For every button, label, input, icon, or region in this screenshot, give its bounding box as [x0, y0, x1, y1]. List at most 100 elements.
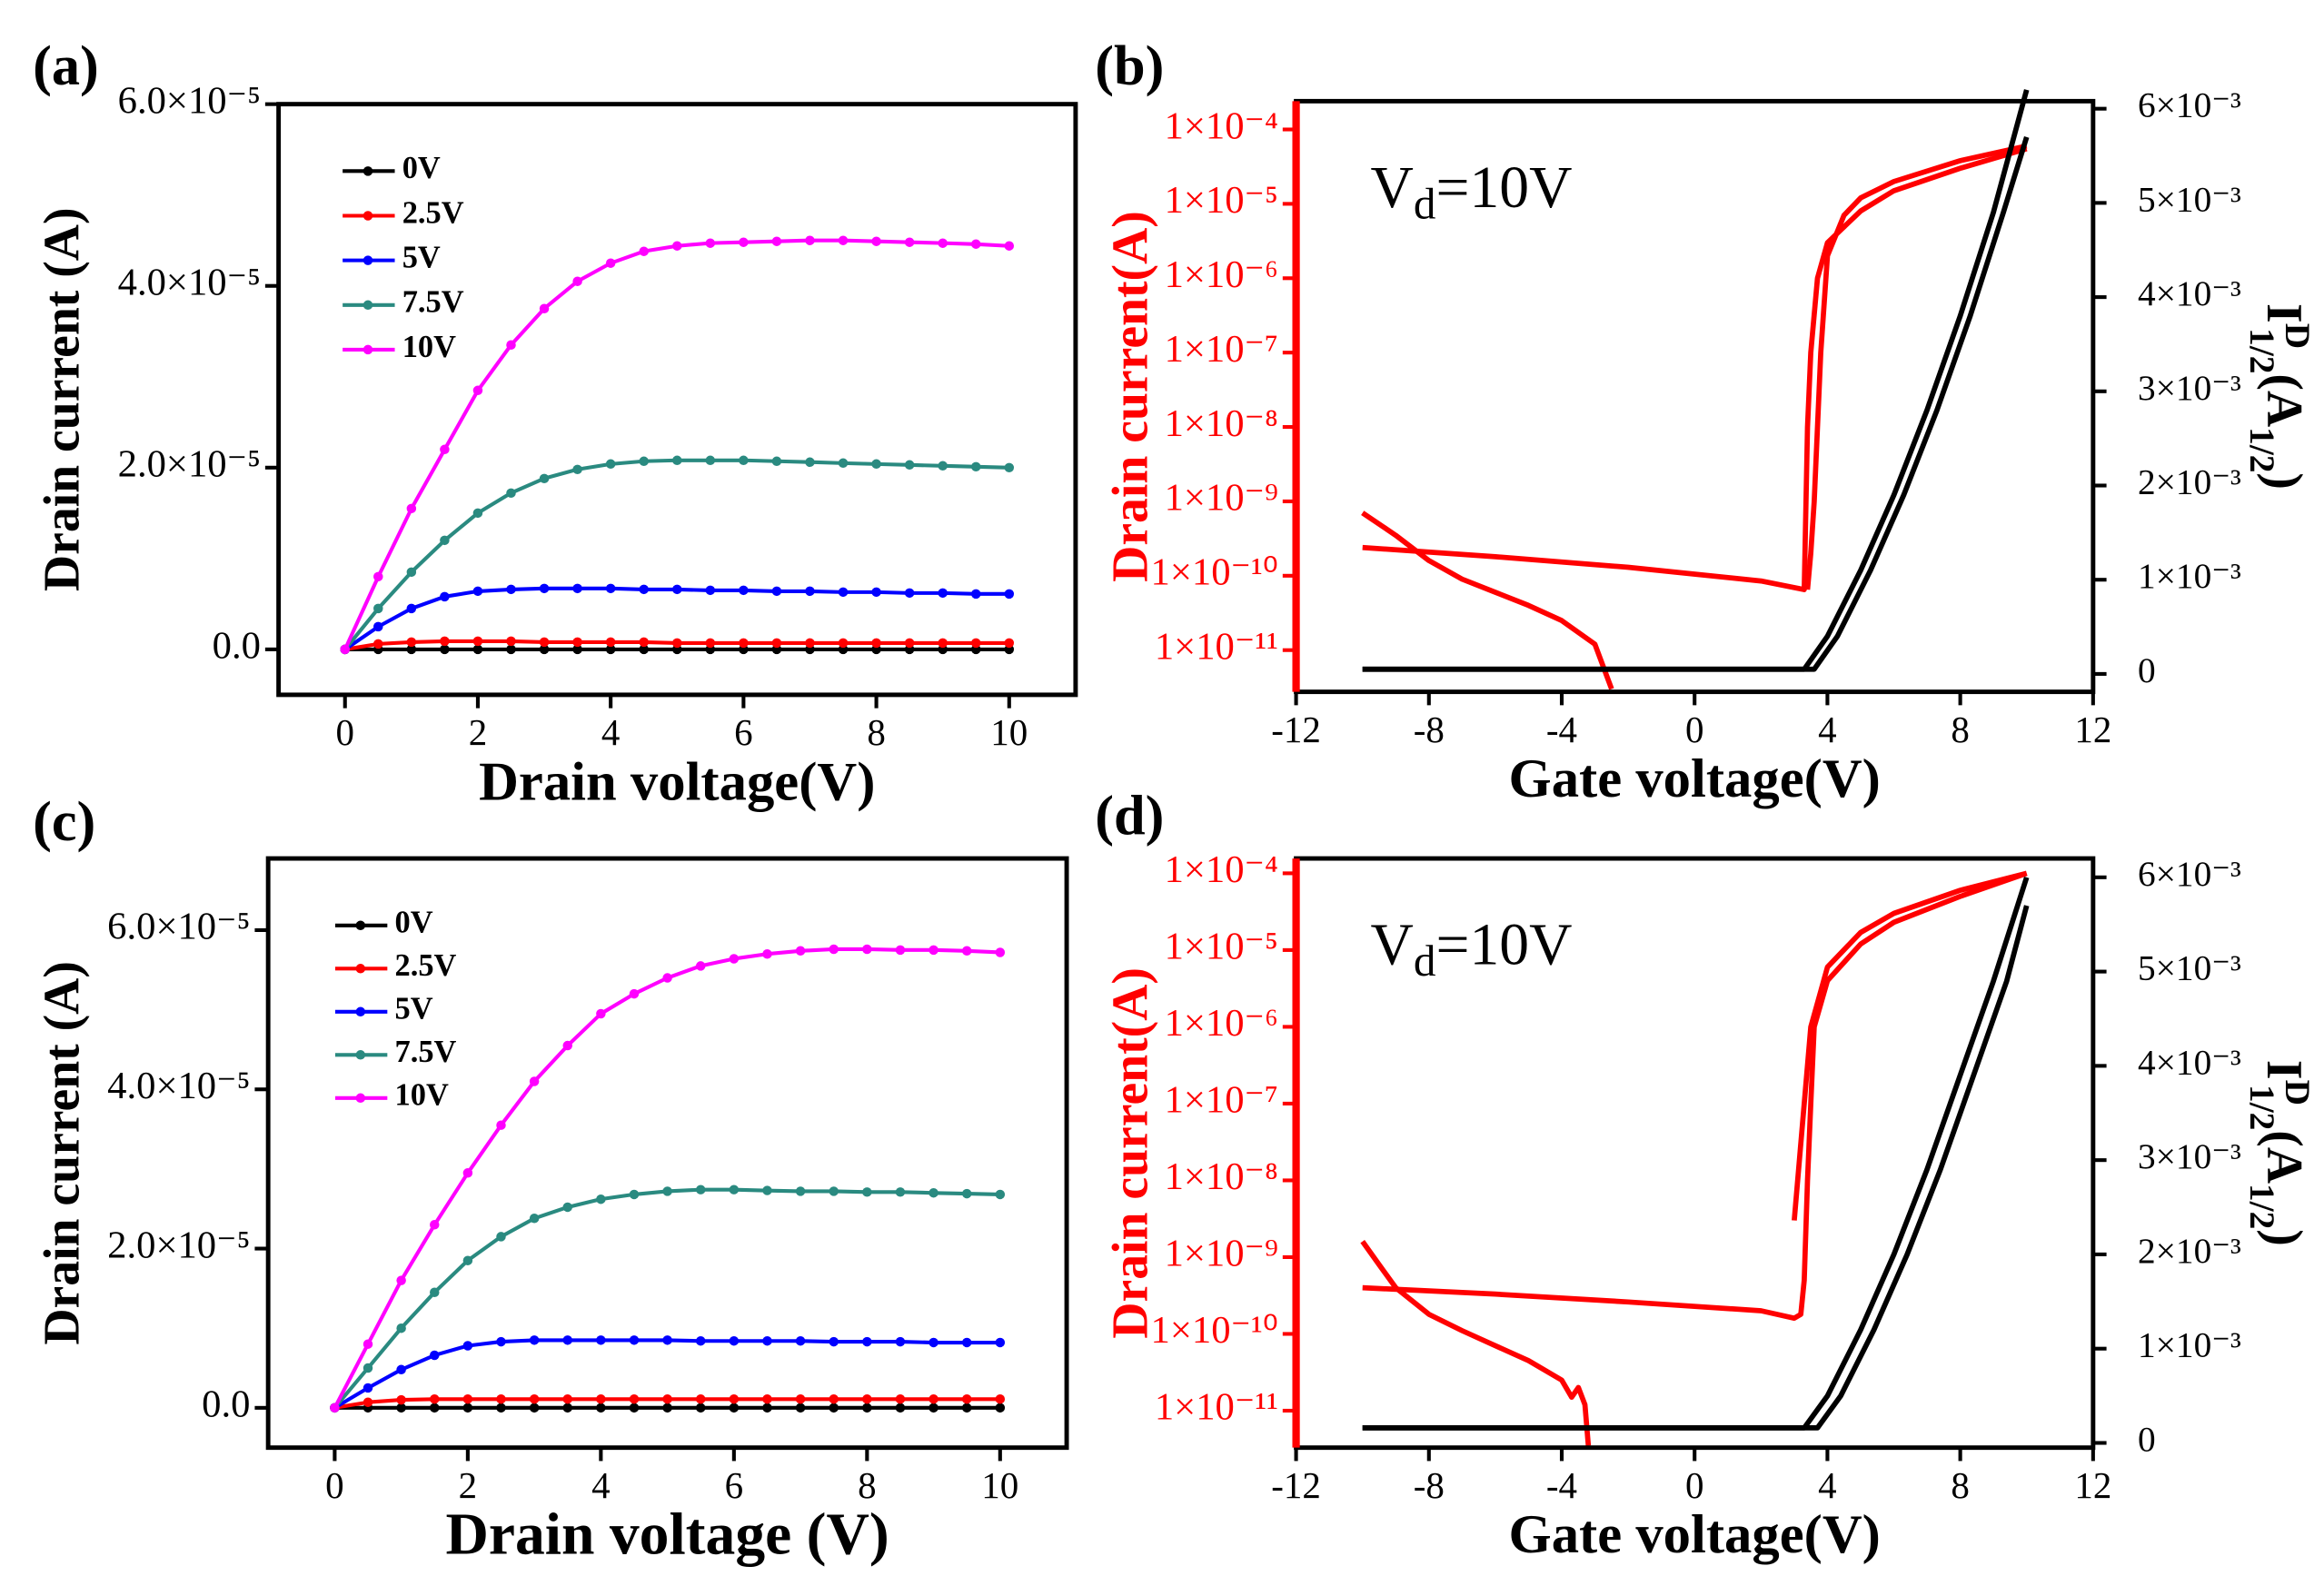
point — [838, 587, 849, 598]
point — [771, 638, 782, 649]
plot-frame — [265, 856, 1069, 1451]
point — [695, 1393, 706, 1404]
y-tick-label: 1×10⁻⁴ — [1165, 848, 1278, 891]
y2-tick-label: 2×10⁻³ — [2138, 462, 2241, 502]
point — [695, 961, 706, 971]
point — [572, 464, 582, 475]
point — [1004, 462, 1015, 473]
x-tick-label: 6 — [734, 711, 752, 753]
point — [605, 459, 616, 470]
x-tick-label: 8 — [1951, 1464, 1969, 1506]
point — [829, 1403, 839, 1413]
point — [672, 455, 682, 466]
series-line — [1362, 146, 2028, 592]
point — [562, 1202, 572, 1213]
point — [895, 1336, 906, 1347]
point — [838, 458, 849, 469]
point — [805, 457, 815, 468]
point — [904, 588, 915, 599]
y2-axis-label: ID1/2(A1/2) — [2242, 1060, 2318, 1246]
point — [472, 508, 483, 519]
point — [705, 638, 716, 649]
point — [340, 644, 350, 655]
legend-marker — [355, 920, 366, 931]
point — [871, 459, 881, 470]
point — [895, 1403, 906, 1413]
series-line — [1362, 870, 2028, 1322]
x-tick-label: 10 — [981, 1464, 1018, 1506]
point — [729, 954, 740, 964]
series-line — [1362, 905, 2030, 1431]
legend-label: 0V — [402, 151, 441, 185]
point — [795, 946, 806, 956]
y-tick-label: 1×10⁻⁸ — [1165, 1155, 1278, 1198]
point — [929, 1403, 939, 1413]
annotation-part: d — [1414, 936, 1436, 986]
legend-marker — [363, 211, 373, 221]
point — [639, 246, 649, 256]
point — [373, 571, 383, 582]
point — [762, 1403, 772, 1413]
y2-tick-label: 5×10⁻³ — [2138, 179, 2241, 219]
point — [961, 1393, 972, 1404]
legend-marker — [363, 300, 373, 311]
point — [762, 1335, 772, 1346]
y-tick-label: 6.0×10⁻⁵ — [118, 79, 261, 122]
point — [572, 276, 582, 286]
point — [1004, 638, 1015, 649]
point — [639, 584, 649, 595]
point — [838, 638, 849, 649]
x-tick-label: -4 — [1546, 1464, 1577, 1506]
point — [1004, 589, 1015, 600]
point — [871, 638, 881, 649]
point — [695, 1185, 706, 1194]
point — [496, 1393, 506, 1404]
y2-tick-label: 3×10⁻³ — [2138, 1136, 2241, 1176]
point — [795, 1393, 806, 1404]
x-tick-label: -8 — [1414, 709, 1445, 750]
point — [562, 1335, 572, 1345]
x-axis-label: Drain voltage(V) — [479, 751, 875, 812]
point — [562, 1040, 572, 1051]
x-tick-label: -12 — [1271, 1464, 1321, 1506]
y2-tick-label: 6×10⁻³ — [2138, 85, 2241, 125]
x-tick-label: 12 — [2074, 709, 2111, 750]
point — [995, 1337, 1006, 1348]
point — [529, 1076, 540, 1086]
point — [406, 567, 417, 578]
y-axis-label: Drain current (A) — [35, 961, 91, 1345]
x-tick-label: 6 — [725, 1464, 743, 1506]
x-tick-label: 4 — [591, 1464, 610, 1506]
y-tick-label: 1×10⁻⁹ — [1165, 477, 1278, 520]
y2-tick-label: 1×10⁻³ — [2138, 1325, 2241, 1365]
point — [330, 1403, 340, 1413]
point — [795, 1335, 806, 1346]
y-tick-label: 1×10⁻⁸ — [1165, 402, 1278, 445]
point — [472, 644, 483, 655]
point — [695, 1403, 706, 1413]
y-tick-label: 0.0 — [213, 625, 261, 668]
annotation-part: =10V — [1436, 913, 1573, 978]
legend-label: 5V — [402, 241, 441, 275]
series-line — [1362, 136, 2030, 672]
point — [462, 1403, 473, 1413]
legend-label: 7.5V — [402, 285, 464, 320]
point — [895, 1187, 906, 1197]
y-axis-label: Drain current (A) — [35, 207, 91, 591]
point — [506, 340, 516, 350]
annotation-part: V — [1371, 913, 1414, 978]
plot-frame — [276, 102, 1078, 698]
y-axis-label: Drain current(A) — [1102, 211, 1158, 582]
panel-label: (b) — [1095, 35, 1164, 97]
y2-axis-label-part: 1/2 — [2242, 328, 2282, 373]
y-tick-label: 2.0×10⁻⁵ — [107, 1224, 250, 1266]
point — [440, 644, 450, 655]
series-line — [1361, 510, 1614, 690]
x-tick-label: 0 — [1685, 709, 1703, 750]
point — [862, 944, 872, 955]
point — [496, 1403, 506, 1413]
point — [462, 1341, 473, 1351]
point — [938, 588, 948, 599]
legend-marker — [363, 166, 373, 176]
point — [506, 636, 516, 647]
